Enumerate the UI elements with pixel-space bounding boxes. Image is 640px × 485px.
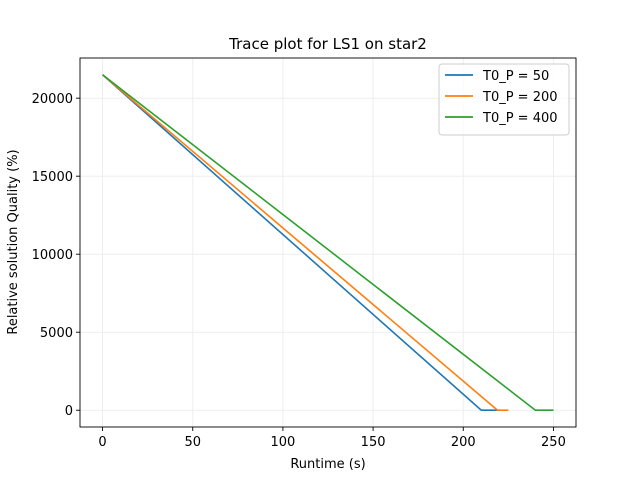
x-tick-label: 100 (270, 435, 295, 450)
x-tick-label: 150 (361, 435, 386, 450)
legend: T0_P = 50 T0_P = 200 T0_P = 400 (438, 63, 570, 136)
y-axis-label: Relative solution Quality (%) (6, 149, 21, 334)
y-tick-label: 0 (65, 404, 73, 419)
plot-frame (79, 57, 577, 428)
y-tick-label: 5000 (40, 326, 73, 341)
series-line-3 (102, 74, 554, 412)
y-tick-label: 10000 (32, 248, 73, 263)
x-tick-label: 50 (184, 435, 201, 450)
legend-label: T0_P = 200 (482, 90, 558, 105)
x-tick-label: 0 (98, 435, 106, 450)
chart-title: Trace plot for LS1 on star2 (228, 35, 427, 53)
series-line-2 (102, 74, 509, 412)
series-line-1 (102, 74, 500, 412)
x-tick-label: 200 (451, 435, 476, 450)
legend-label: T0_P = 400 (482, 111, 558, 126)
x-tick-label: 250 (541, 435, 566, 450)
legend-label: T0_P = 50 (482, 69, 549, 84)
y-tick-label: 20000 (32, 92, 73, 107)
axes: 0 50 100 150 200 250 0 5000 10000 15000 20000 (32, 57, 577, 450)
y-tick-label: 15000 (32, 170, 73, 185)
series-lines (102, 74, 554, 412)
x-axis-label: Runtime (s) (290, 457, 365, 472)
